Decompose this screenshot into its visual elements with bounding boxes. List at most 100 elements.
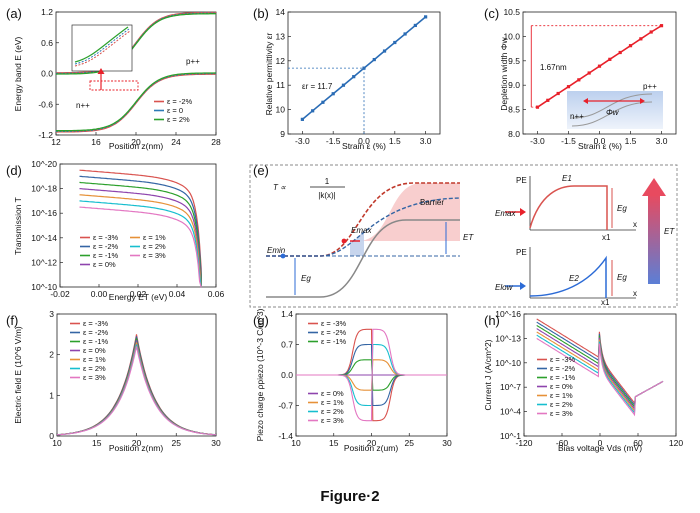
- barrier-label: Barrier: [420, 198, 444, 207]
- e2-label: E2: [569, 274, 579, 283]
- mini-bottom-curve: [529, 255, 607, 298]
- depletion-point: [618, 50, 622, 55]
- legend-entry-g-bottom: ε = 2%: [321, 407, 344, 416]
- legend-entry-h: ε = 2%: [550, 400, 573, 409]
- ytick-label-f: 0: [49, 431, 54, 441]
- permittivity-point: [372, 57, 376, 62]
- e1-label: E1: [562, 174, 572, 183]
- panel-f: (f) 10 15 20 25 30 0 1 2 3 ε = -3%ε = -2%ε = -1%…: [6, 309, 221, 453]
- current-curves: [536, 318, 664, 417]
- legend-f: ε = -3%ε = -2%ε = -1%ε = 0%ε = 1%ε = 2%ε…: [70, 319, 109, 382]
- delta-annotation: 1.67nm: [540, 63, 567, 72]
- transmission-curve: [79, 206, 202, 288]
- pe-label-top: PE: [516, 176, 527, 185]
- emax-label-top: Emax: [495, 209, 516, 218]
- inset-curve-red: [74, 30, 131, 67]
- permittivity-point: [311, 109, 315, 113]
- depletion-point: [546, 98, 550, 102]
- well-fill: [350, 230, 364, 256]
- field-curve: [56, 342, 217, 436]
- panel-label-e: (e): [253, 163, 269, 178]
- ytick-label-b: 11: [276, 80, 285, 90]
- zoom-box-a: [89, 80, 139, 91]
- transmission-curve: [79, 169, 202, 288]
- eg-label-left: Eg: [301, 274, 311, 283]
- eg-label-bottom: Eg: [617, 273, 627, 282]
- transmission-curve: [79, 181, 202, 288]
- ylabel-a: Energy band E (eV): [13, 37, 23, 112]
- emax-arrowhead-top: [520, 208, 526, 216]
- legend-entry-h: ε = 1%: [550, 391, 573, 400]
- legend-entry-d: ε = -3%: [93, 233, 119, 242]
- field-curve: [56, 340, 217, 436]
- mini-top-curve: [529, 185, 608, 230]
- emin-dot: [280, 253, 286, 259]
- xtick-label-h: 60: [633, 438, 643, 448]
- ytick-label-c: 9.5: [508, 56, 520, 66]
- legend-entry-f: ε = -2%: [83, 328, 109, 337]
- depletion-point: [628, 44, 633, 48]
- label-p-plus: p++: [186, 57, 200, 66]
- electric-field-curves: [56, 334, 217, 436]
- legend-entry-d: ε = -1%: [93, 251, 119, 260]
- zoom-arrowhead-a: [97, 68, 105, 74]
- permittivity-point: [300, 117, 304, 121]
- ylabel-b: Relative permittivity εr: [264, 32, 274, 115]
- panel-b: (b) -3.0 -1.5 0.0 1.5 3.0 9 10 11 12 13 14 εr = 11…: [253, 6, 441, 151]
- legend-d: ε = -3%ε = -2%ε = -1%ε = 0% ε = 1%ε = 2%ε…: [80, 233, 166, 269]
- eg-label-top: Eg: [617, 204, 627, 213]
- permittivity-line: [300, 15, 428, 121]
- xlabel-c: Strain ε (%): [578, 141, 622, 151]
- inset-a: [71, 24, 133, 72]
- legend-entry-f: ε = 1%: [83, 355, 106, 364]
- legend-entry-g-bottom: ε = 3%: [321, 416, 344, 425]
- xtick-label-g: 15: [329, 438, 339, 448]
- panel-label-f: (f): [6, 313, 18, 328]
- figure-caption: Figure·2: [320, 488, 380, 505]
- xtick-label-b: 1.5: [389, 136, 401, 146]
- permittivity-point: [413, 23, 417, 28]
- panel-c: (c) -3.0 -1.5 0.0 1.5 3.0 8.0 8.5 9.0 9.5 10.0 10.…: [484, 6, 677, 151]
- ytick-label-d: 10^-16: [31, 208, 57, 218]
- ytick-label-h: 10^-4: [500, 407, 521, 417]
- piezo-charge-curves: [296, 328, 447, 422]
- permittivity-point: [352, 75, 356, 79]
- panel-label-b: (b): [253, 6, 269, 21]
- ytick-label-h: 10^-16: [495, 309, 521, 319]
- ytick-label-g: -0.7: [278, 401, 293, 411]
- xtick-label-h: -120: [515, 438, 532, 448]
- legend-entry-h: ε = -3%: [550, 355, 576, 364]
- x1-label-bottom: x1: [601, 298, 610, 307]
- band-curve-upper: [55, 13, 216, 75]
- emax-dot: [341, 238, 347, 244]
- ytick-label-a: -1.2: [38, 130, 53, 140]
- ytick-label-f: 2: [49, 350, 54, 360]
- pe-label-bottom: PE: [516, 248, 527, 257]
- label-n-plus: n++: [76, 101, 90, 110]
- xtick-label-c: 3.0: [656, 136, 668, 146]
- phi-arrowhead-left: [583, 98, 588, 104]
- legend-entry-d: ε = 3%: [143, 251, 166, 260]
- ytick-label-h: 10^-13: [495, 333, 521, 343]
- ytick-label-a: 0.6: [41, 38, 53, 48]
- diagram-frame-e: [249, 164, 678, 308]
- barrier-fill: [350, 183, 460, 241]
- xtick-label-g: 30: [442, 438, 452, 448]
- field-curve: [56, 334, 217, 436]
- legend-h: ε = -3%ε = -2%ε = -1%ε = 0%ε = 1%ε = 2%ε…: [537, 355, 576, 418]
- formula-left: T ∝: [273, 183, 286, 192]
- panel-label-g: (g): [253, 313, 269, 328]
- xtick-label-f: 20: [132, 438, 142, 448]
- xtick-label-c: -1.5: [561, 136, 576, 146]
- xtick-label-a: 28: [211, 137, 221, 147]
- panel-label-h: (h): [484, 313, 500, 328]
- barrier-curve-blue: [266, 197, 461, 257]
- legend-entry-d: ε = 1%: [143, 233, 166, 242]
- xtick-label-g: 25: [405, 438, 415, 448]
- xtick-label-f: 15: [92, 438, 102, 448]
- xtick-label-a: 12: [51, 137, 61, 147]
- ytick-label-b: 10: [276, 105, 286, 115]
- legend-entry-f: ε = 0%: [83, 346, 106, 355]
- legend-entry-g-top: ε = -2%: [321, 328, 347, 337]
- ytick-label-g: 0.7: [281, 340, 293, 350]
